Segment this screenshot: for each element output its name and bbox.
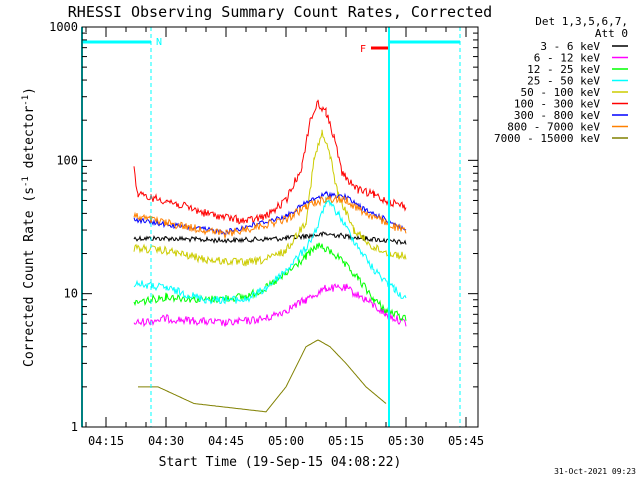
y-axis-label-end: ): [22, 87, 37, 95]
x-tick-label: 04:15: [88, 434, 124, 448]
axes-layer: 1 10 100 1000 04:15 04:30 04:45 05:00 05:15 05:30…: [49, 20, 484, 448]
y-tick-label: 10: [64, 287, 78, 301]
y-tick-label: 100: [56, 153, 78, 167]
legend-entry-label: 100 - 300 keV: [514, 98, 600, 111]
legend-header-attenuator: Att 0: [595, 27, 628, 40]
x-tick-label: 04:45: [208, 434, 244, 448]
x-axis-label: Start Time (19-Sep-15 04:08:22): [159, 455, 402, 470]
series-line: [133, 283, 407, 328]
x-tick-label: 05:00: [268, 434, 304, 448]
legend-entry-label: 3 - 6 keV: [540, 40, 600, 53]
legend-header-detectors: Det 1,3,5,6,7,: [535, 15, 628, 28]
series-line: [133, 129, 407, 267]
series-line: [133, 242, 407, 322]
y-axis-label-mid: detector: [22, 106, 37, 177]
x-tick-label: 05:45: [448, 434, 484, 448]
series-line: [133, 194, 407, 240]
footer-date: 31-Oct-2021 09:23: [554, 467, 636, 476]
chart-title: RHESSI Observing Summary Count Rates, Co…: [68, 3, 492, 21]
y-tick-label: 1: [71, 420, 78, 434]
x-tick-label: 04:30: [148, 434, 184, 448]
y-axis-label-sup-1: -1: [21, 176, 31, 187]
y-axis-label-main: Corrected Count Rate (s: [22, 187, 37, 367]
legend-entry-label: 12 - 25 keV: [527, 63, 600, 76]
legend-entry-label: 800 - 7000 keV: [507, 121, 600, 134]
x-tick-label: 05:30: [388, 434, 424, 448]
series-line: [133, 99, 407, 225]
legend-entry-label: 25 - 50 keV: [527, 75, 600, 88]
flare-marker-label: F: [360, 44, 366, 55]
x-tick-label: 05:15: [328, 434, 364, 448]
plot-frame: [81, 26, 479, 428]
legend-entry-label: 300 - 800 keV: [514, 109, 600, 122]
series-line: [133, 196, 407, 305]
y-tick-label: 1000: [49, 20, 78, 34]
night-marker-label: N: [156, 37, 162, 48]
series-layer: [133, 99, 407, 413]
y-axis-label-sup-2: -1: [21, 95, 31, 106]
y-axis-label: Corrected Count Rate (s-1 detector-1): [21, 87, 37, 367]
legend-entry-label: 6 - 12 keV: [534, 52, 601, 65]
legend-entry-label: 7000 - 15000 keV: [494, 132, 600, 145]
series-line: [138, 339, 387, 413]
legend-entry-label: 50 - 100 keV: [521, 86, 601, 99]
